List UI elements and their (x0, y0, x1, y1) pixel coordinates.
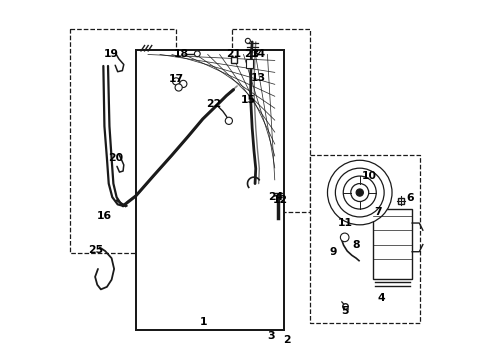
Text: 24: 24 (268, 192, 283, 202)
Text: 4: 4 (377, 293, 385, 303)
Circle shape (356, 189, 364, 196)
Bar (373, 209, 412, 279)
Text: 6: 6 (406, 193, 414, 203)
Bar (136, 50, 285, 330)
Text: 21: 21 (226, 49, 241, 59)
Circle shape (343, 176, 376, 209)
Text: 13: 13 (251, 73, 266, 83)
Circle shape (245, 39, 250, 43)
Circle shape (341, 233, 349, 242)
Text: 1: 1 (200, 317, 207, 327)
Circle shape (175, 84, 182, 91)
Text: 18: 18 (174, 49, 189, 59)
Circle shape (335, 168, 384, 217)
Text: 22: 22 (206, 99, 221, 109)
Bar (232, 29, 310, 212)
Circle shape (172, 78, 180, 85)
Text: 23: 23 (244, 49, 259, 59)
Text: 14: 14 (251, 49, 266, 59)
Text: 12: 12 (272, 195, 288, 205)
Text: 11: 11 (338, 218, 353, 228)
Circle shape (180, 80, 187, 87)
Text: 7: 7 (374, 207, 382, 217)
Circle shape (225, 117, 232, 125)
Bar (70, 29, 176, 253)
Text: 10: 10 (362, 171, 377, 181)
Text: 19: 19 (104, 49, 119, 59)
Circle shape (195, 51, 200, 57)
Text: 20: 20 (108, 153, 123, 163)
Circle shape (327, 160, 392, 225)
Text: 9: 9 (329, 247, 337, 257)
Bar (136, 50, 285, 330)
Text: 15: 15 (241, 95, 256, 105)
Bar (310, 155, 420, 323)
Bar (245, 59, 253, 68)
Text: 8: 8 (352, 239, 360, 249)
Text: 2: 2 (284, 334, 291, 345)
Text: 3: 3 (268, 331, 275, 341)
Text: 17: 17 (170, 74, 184, 84)
Text: 16: 16 (97, 211, 112, 221)
Circle shape (351, 184, 368, 202)
Text: 25: 25 (89, 245, 104, 255)
Text: 5: 5 (341, 306, 348, 316)
